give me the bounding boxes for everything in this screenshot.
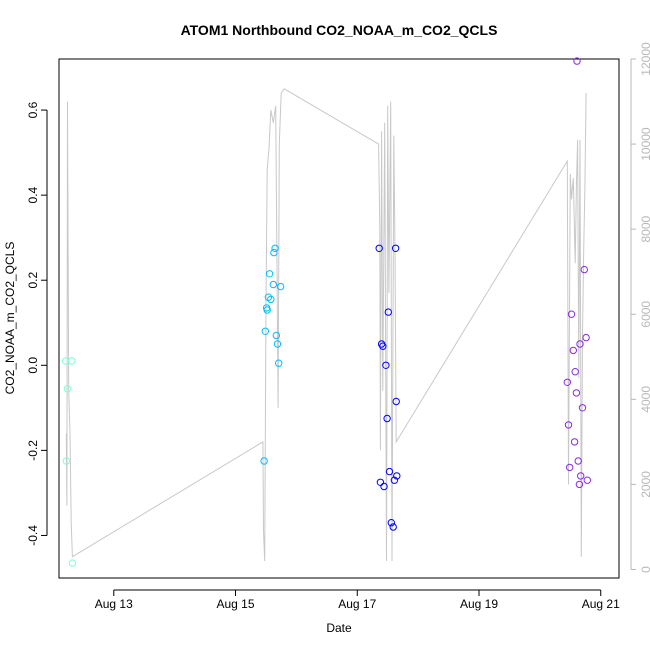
- altitude-line-layer: [65, 88, 587, 562]
- y-tick-label: -0.2: [26, 440, 40, 461]
- x-tick-label: Aug 13: [95, 597, 133, 611]
- y-tick-label: 0.2: [26, 272, 40, 289]
- x-tick-label: Aug 17: [338, 597, 376, 611]
- data-point: [269, 280, 277, 289]
- y-axis-right: 0 2000 4000 6000 8000 10000 12000: [630, 42, 650, 573]
- data-point: [389, 523, 397, 531]
- data-point: [392, 397, 400, 406]
- data-point: [270, 248, 278, 257]
- data-point: [261, 327, 269, 335]
- y2-tick-label: 6000: [639, 301, 650, 328]
- data-point: [580, 265, 588, 274]
- y-axis-left: -0.4 -0.2 0.0 0.2 0.4 0.6: [26, 101, 48, 546]
- data-point: [68, 357, 76, 365]
- x-tick-label: Aug 15: [216, 597, 254, 611]
- data-point: [566, 463, 574, 472]
- data-point: [567, 310, 576, 318]
- y2-tick-label: 10000: [639, 127, 650, 161]
- data-point: [376, 478, 385, 486]
- y-axis-label: CO2_NOAA_m_CO2_QCLS: [3, 242, 17, 395]
- data-point: [570, 438, 579, 446]
- data-point: [573, 57, 581, 65]
- altitude-line: [65, 88, 587, 562]
- data-point: [583, 476, 591, 484]
- data-point: [391, 244, 400, 253]
- data-point: [380, 482, 388, 491]
- data-point: [575, 480, 584, 489]
- y-tick-label: 0.0: [26, 357, 40, 374]
- data-point: [63, 385, 72, 393]
- y-tick-label: 0.4: [26, 186, 40, 203]
- data-point: [385, 467, 394, 476]
- x-tick-label: Aug 19: [460, 597, 498, 611]
- data-point: [273, 340, 282, 348]
- data-point: [272, 331, 280, 340]
- data-point: [387, 519, 395, 527]
- data-point: [263, 306, 271, 314]
- plot-frame: [58, 58, 620, 579]
- data-point: [576, 340, 584, 348]
- data-point: [382, 361, 390, 369]
- data-point: [375, 244, 383, 253]
- data-point: [569, 346, 577, 355]
- data-point: [384, 308, 392, 316]
- data-point: [571, 368, 579, 376]
- data-point: [563, 378, 571, 386]
- data-point: [577, 472, 585, 480]
- data-point: [260, 457, 268, 465]
- data-point: [68, 559, 77, 567]
- y2-tick-label: 12000: [639, 42, 650, 76]
- data-point: [264, 293, 273, 301]
- data-point: [390, 476, 399, 484]
- y2-tick-label: 2000: [639, 471, 650, 498]
- x-axis: Aug 13 Aug 15 Aug 17 Aug 19 Aug 21: [95, 589, 620, 611]
- chart-title: ATOM1 Northbound CO2_NOAA_m_CO2_QCLS: [181, 22, 498, 38]
- data-point: [267, 295, 275, 304]
- plot-border: [58, 58, 620, 579]
- data-point: [276, 282, 285, 291]
- y2-tick-label: 0: [639, 566, 650, 573]
- data-point: [379, 342, 387, 350]
- data-point: [393, 472, 401, 480]
- data-point: [574, 457, 582, 465]
- data-point: [275, 359, 283, 367]
- y2-tick-label: 8000: [639, 215, 650, 242]
- data-points-layer: [61, 57, 591, 567]
- data-point: [564, 421, 573, 429]
- data-point: [578, 404, 587, 412]
- y-tick-label: 0.6: [26, 101, 40, 118]
- x-axis-label: Date: [326, 621, 352, 635]
- data-point: [62, 457, 71, 465]
- data-point: [572, 389, 581, 397]
- data-point: [582, 333, 590, 342]
- data-point: [61, 357, 70, 365]
- y2-tick-label: 4000: [639, 386, 650, 413]
- x-tick-label: Aug 21: [582, 597, 620, 611]
- y-tick-label: -0.4: [26, 525, 40, 546]
- data-point: [265, 270, 274, 278]
- data-point: [271, 244, 279, 253]
- data-point: [383, 414, 391, 423]
